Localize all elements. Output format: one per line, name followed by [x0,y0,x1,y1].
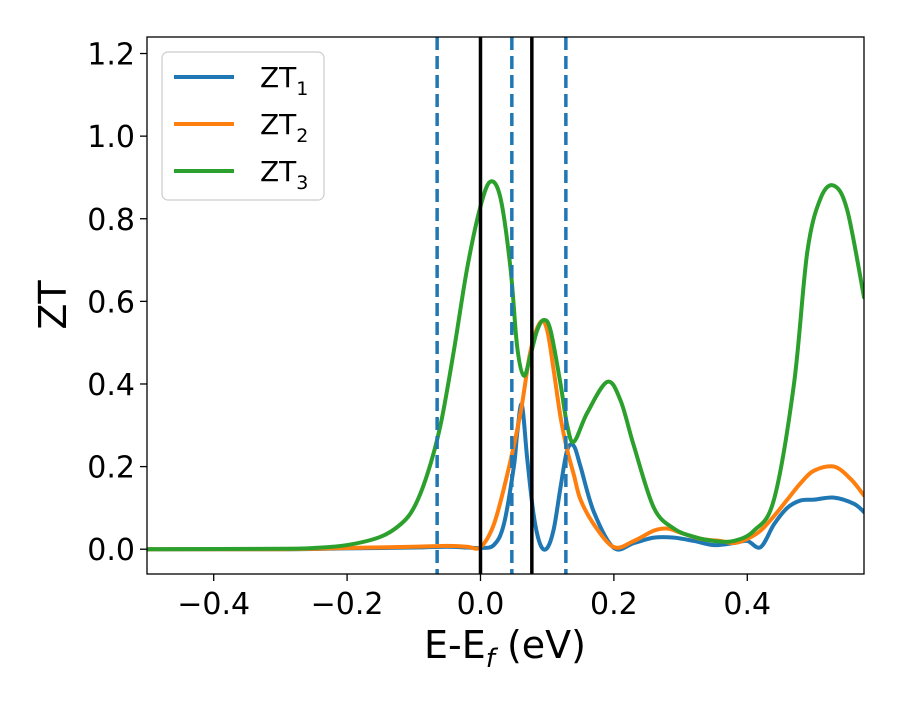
y-tick-label: 0.8 [87,203,135,238]
y-tick-label: 1.0 [87,120,135,155]
y-tick-label: 0.2 [87,451,135,486]
legend-entries: ZT1 ZT2 ZT3 [174,61,308,194]
legend-label-zt3: ZT3 [260,155,308,194]
y-axis-label: ZT [31,280,75,330]
x-axis-ticks: −0.4 −0.2 0.0 0.2 0.4 [177,574,771,622]
x-tick-label: −0.4 [177,587,250,622]
series-line-zt3 [147,179,864,552]
y-tick-label: 1.2 [87,38,135,73]
legend: ZT1 ZT2 ZT3 [161,51,325,201]
x-tick-label: 0.2 [590,587,638,622]
y-tick-label: 0.4 [87,368,135,403]
series-line-zt2 [147,318,864,552]
plot-frame [146,36,865,575]
x-tick-label: 0.4 [723,587,771,622]
y-tick-label: 0.0 [87,533,135,568]
x-axis-label: E-Ef (eV) [424,623,586,674]
legend-label-zt1: ZT1 [260,61,308,100]
series-layer [147,179,864,552]
x-tick-label: −0.2 [311,587,384,622]
vertical-marker-lines [435,37,568,574]
y-axis-ticks: 0.0 0.2 0.4 0.6 0.8 1.0 1.2 [87,38,147,568]
y-tick-label: 0.6 [87,285,135,320]
x-axis-label-unit: (eV) [495,623,586,667]
legend-label-zt2: ZT2 [260,108,308,147]
x-tick-label: 0.0 [457,587,505,622]
legend-box [161,51,325,201]
x-axis-label-main: E-E [424,623,486,667]
